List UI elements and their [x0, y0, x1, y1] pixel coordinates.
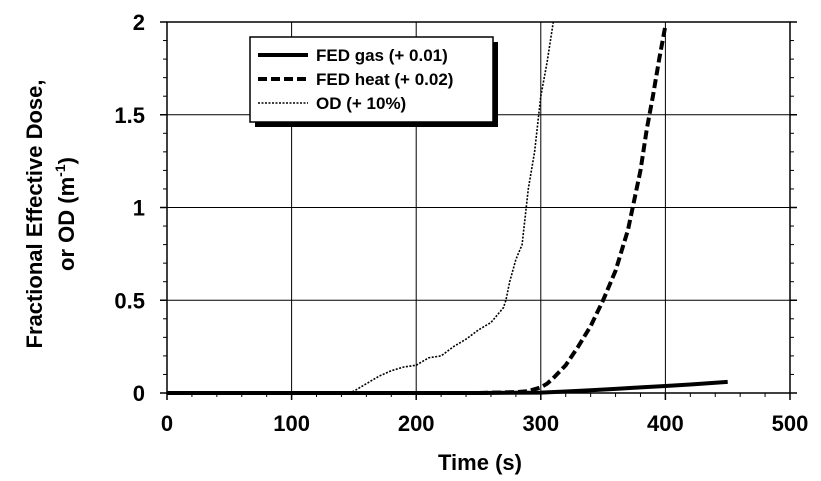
y-axis-title-line1: Fractional Effective Dose,	[22, 80, 47, 349]
axis-ticks	[160, 21, 797, 400]
x-tick-label: 300	[522, 411, 559, 436]
legend-label-2: FED heat (+ 0.02)	[316, 70, 453, 89]
y-tick-label: 1	[133, 196, 145, 221]
y-axis-title-line2-suffix: )	[54, 157, 79, 164]
y-tick-label: 2	[133, 10, 145, 35]
x-tick-label: 400	[647, 411, 684, 436]
x-tick-label: 100	[273, 411, 310, 436]
x-tick-label: 500	[772, 411, 809, 436]
x-tick-label: 0	[161, 411, 173, 436]
x-axis-title: Time (s)	[438, 450, 522, 475]
y-axis-title-line2: or OD (m-1)	[52, 157, 79, 271]
series-line-3	[167, 21, 555, 394]
legend-label-3: OD (+ 10%)	[316, 94, 406, 113]
tick-labels: 0 100 200 300 400 500 0 0.5 1 1.5 2	[114, 10, 808, 436]
y-axis-title-superscript: -1	[52, 164, 68, 177]
y-tick-label: 0	[133, 381, 145, 406]
legend-label-1: FED gas (+ 0.01)	[316, 46, 448, 65]
y-tick-label: 0.5	[114, 288, 145, 313]
legend: FED gas (+ 0.01) FED heat (+ 0.02) OD (+ 1…	[249, 36, 498, 127]
x-tick-label: 200	[398, 411, 435, 436]
y-axis-title: Fractional Effective Dose, or OD (m-1)	[22, 80, 79, 349]
y-axis-title-line2-prefix: or OD (m	[54, 177, 79, 271]
y-tick-label: 1.5	[114, 103, 145, 128]
